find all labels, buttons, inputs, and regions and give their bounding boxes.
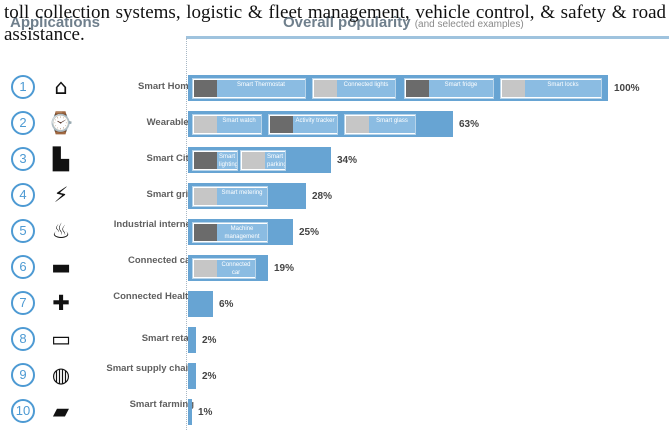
rank-number: 10 [11,399,35,423]
factory-icon: ♨ [51,219,71,243]
example-thumbnail: Machine management [192,222,268,243]
shopping-cart-icon: ▭ [51,327,71,351]
example-thumbnail: Smart Thermostat [192,78,306,99]
plug-icon: ⚡ [53,183,69,207]
example-photo [194,116,217,133]
application-label: Smart Home [138,81,194,92]
example-thumbnail: Connected lights [312,78,396,99]
example-photo [194,80,217,97]
application-label: Connected Health [113,291,194,302]
watch-icon: ⌚ [47,111,75,135]
application-label: Smart supply chain [106,363,194,374]
example-thumbnail: Activity tracker [268,114,338,135]
popularity-value: 2% [202,335,217,346]
example-photo [242,152,265,169]
application-label: Smart retail [141,333,194,344]
example-photo [502,80,525,97]
rank-number: 7 [11,291,35,315]
example-thumbnail: Smart parking [240,150,286,171]
rank-number: 5 [11,219,35,243]
application-label: Smart grid [146,189,194,200]
medical-bag-icon: ✚ [52,291,70,315]
cow-icon: ▰ [52,399,70,423]
application-row: 2 ⌚ Wearables Smart watch Activity tracker Sm… [0,106,669,142]
popularity-bar [188,327,196,353]
application-row: 5 ♨ Industrial internet Machine management 2… [0,214,669,250]
example-thumbnail: Smart glass [344,114,416,135]
example-thumbnail: Smart metering [192,186,268,207]
rank-number: 3 [11,147,35,171]
example-label: Smart lighting [217,152,237,169]
application-row: 8 ▭ Smart retail 2% [0,322,669,358]
application-row: 9 ◍ Smart supply chain 2% [0,358,669,394]
popularity-note: (and selected examples) [414,19,524,30]
popularity-value: 2% [202,371,217,382]
rank-number: 8 [11,327,35,351]
example-label: Smart parking [265,152,285,169]
example-label: Smart Thermostat [217,80,305,97]
example-thumbnail: Smart locks [500,78,602,99]
rank-number: 1 [11,75,35,99]
rank-number: 9 [11,363,35,387]
popularity-value: 100% [614,83,640,94]
city-icon: ▙ [52,147,70,171]
application-label: Industrial internet [113,219,194,230]
overlay-paragraph: toll collection systems, logistic & flee… [4,2,666,45]
example-thumbnail: Smart watch [192,114,262,135]
popularity-header: Overall popularity (and selected example… [283,14,524,31]
example-photo [314,80,337,97]
popularity-value: 28% [312,191,333,202]
example-photo [346,116,369,133]
example-label: Smart glass [369,116,415,133]
example-thumbnail: Smart lighting [192,150,238,171]
popularity-value: 63% [459,119,480,130]
example-photo [194,260,217,277]
popularity-value: 6% [219,299,234,310]
axis-line [186,38,188,430]
example-photo [406,80,429,97]
example-photo [270,116,293,133]
application-label: Smart farming [129,399,194,410]
application-row: 6 ▬ Connected car Connected car 19% [0,250,669,286]
example-label: Machine management [217,224,267,241]
application-row: 7 ✚ Connected Health 6% [0,286,669,322]
example-label: Smart fridge [429,80,493,97]
rank-number: 4 [11,183,35,207]
application-row: 10 ▰ Smart farming 1% [0,394,669,430]
header-rule [186,36,669,39]
example-photo [194,152,217,169]
application-row: 1 ⌂ Smart Home Smart Thermostat Connected li… [0,70,669,106]
popularity-bar [188,363,196,389]
example-photo [194,224,217,241]
car-icon: ▬ [51,255,71,279]
example-photo [194,188,217,205]
example-label: Smart metering [217,188,267,205]
popularity-value: 1% [198,407,213,418]
application-label: Connected car [128,255,194,266]
globe-network-icon: ◍ [51,363,71,387]
rank-number: 6 [11,255,35,279]
rank-number: 2 [11,111,35,135]
example-label: Connected car [217,260,255,277]
application-label: Wearables [146,117,194,128]
example-label: Activity tracker [293,116,337,133]
popularity-bar [188,291,213,317]
applications-header: Applications [10,14,101,31]
example-thumbnail: Connected car [192,258,256,279]
example-thumbnail: Smart fridge [404,78,494,99]
popularity-value: 25% [299,227,320,238]
popularity-value: 19% [274,263,295,274]
popularity-title: Overall popularity [283,14,411,31]
example-label: Smart watch [217,116,261,133]
application-row: 4 ⚡ Smart grid Smart metering 28% [0,178,669,214]
application-label: Smart City [146,153,194,164]
house-icon: ⌂ [54,75,68,99]
popularity-bar [188,399,192,425]
popularity-value: 34% [337,155,358,166]
example-label: Smart locks [525,80,601,97]
example-label: Connected lights [337,80,395,97]
application-row: 3 ▙ Smart City Smart lighting Smart parking 3… [0,142,669,178]
